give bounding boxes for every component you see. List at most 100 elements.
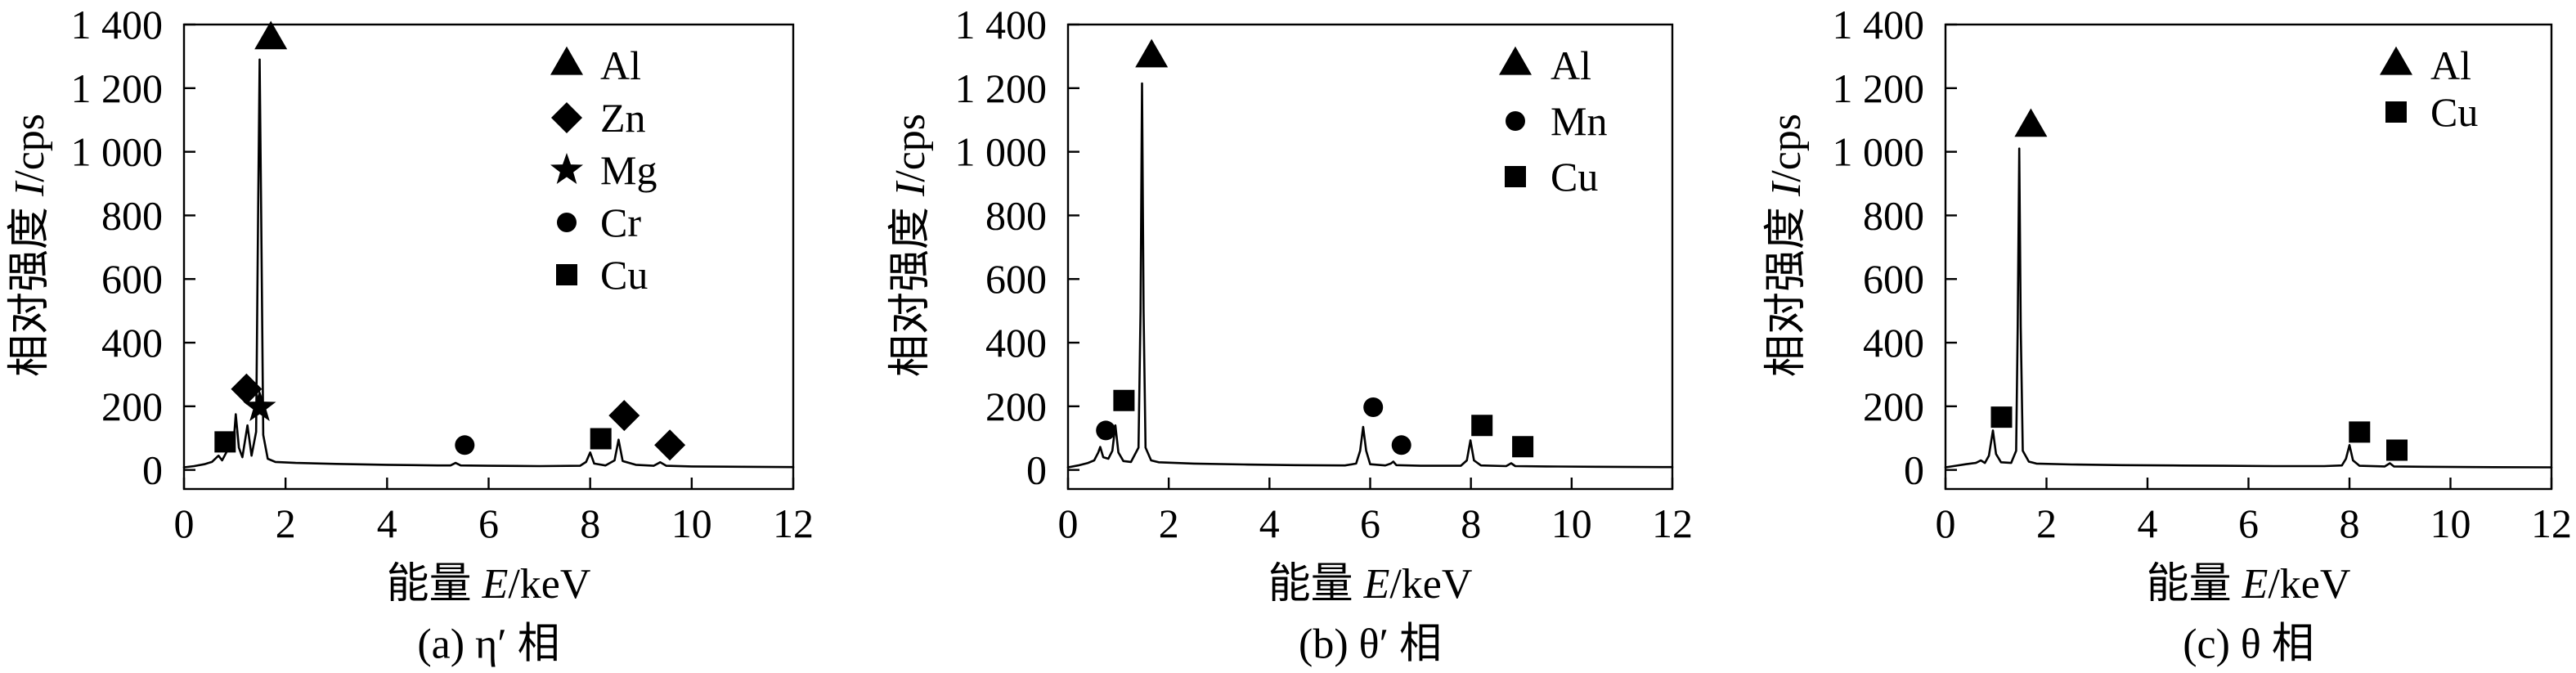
legend-item: Zn (551, 95, 646, 141)
spectrum-panel-b: 0 200 400 600 800 1 000 1 200 1 400 0 2 4 6 8 10 12 Al M… (887, 2, 1694, 668)
x-tick-label: 2 (1159, 500, 1179, 546)
peak-marker-square (590, 428, 612, 450)
y-tick-label: 800 (1863, 192, 1924, 238)
plot-frame (1066, 23, 1674, 491)
y-tick-label: 1 000 (1833, 129, 1925, 175)
peak-marker-circle (455, 435, 475, 455)
legend-label: Zn (600, 95, 646, 141)
x-axis-title: 能量 E/keV (387, 561, 591, 608)
axis-title-text: 相对强度 (1763, 196, 1810, 377)
legend-label: Mn (1551, 98, 1607, 144)
legend-marker-square (1505, 166, 1526, 187)
panel-caption: (b) θ′ 相 (1299, 621, 1442, 668)
peak-marker-square (1113, 389, 1135, 411)
legend-label: Al (2430, 43, 2471, 88)
y-tick-label: 1 000 (71, 129, 164, 175)
legend-marker-square (2385, 101, 2407, 123)
legend-label: Al (1551, 43, 1591, 88)
legend-item: Al (2380, 43, 2471, 88)
y-tick-label: 600 (1863, 256, 1924, 302)
x-tick-label: 0 (1058, 500, 1079, 546)
x-tick-label: 10 (671, 500, 712, 546)
axis-quantity-symbol: I (887, 180, 934, 197)
legend: Al Zn Mg Cr Cu (550, 43, 657, 298)
legend-marker-triangle (1499, 46, 1532, 75)
axis-title-text: 相对强度 (7, 196, 53, 377)
x-tick-label: 4 (2138, 500, 2158, 546)
peak-marker-diamond (654, 429, 686, 461)
panel-caption: (c) θ 相 (2183, 621, 2314, 668)
peak-marker-square (2349, 421, 2371, 443)
x-tick-label: 8 (580, 500, 600, 546)
x-tick-label: 4 (1259, 500, 1280, 546)
axis-quantity-symbol: E (482, 561, 509, 608)
y-tick-label: 1 400 (71, 2, 164, 47)
spectrum-line (182, 58, 795, 469)
x-tick-label: 0 (1936, 500, 1956, 546)
x-tick-label: 4 (377, 500, 397, 546)
peak-marker-triangle (2014, 108, 2048, 137)
axis-title-text: 相对强度 (887, 196, 934, 377)
x-tick-label: 6 (2238, 500, 2259, 546)
axis-title-text: /cps (887, 114, 934, 182)
panel-caption: (a) η′ 相 (417, 621, 559, 668)
x-tick-label: 2 (276, 500, 296, 546)
peak-marker-circle (1096, 420, 1116, 441)
spectrum-panel-c: 0 200 400 600 800 1 000 1 200 1 400 0 2 4 6 8 10 12 AlC… (1763, 2, 2573, 668)
x-tick-label: 0 (174, 500, 195, 546)
x-tick-label: 8 (2340, 500, 2360, 546)
peak-marker-square (1990, 406, 2013, 428)
y-tick-label: 800 (101, 192, 163, 238)
legend-marker-circle (1506, 111, 1525, 131)
axis-quantity-symbol: I (7, 180, 53, 197)
y-tick-label: 200 (101, 384, 163, 429)
y-tick-label: 1 400 (1833, 2, 1925, 47)
x-axis-title: 能量 E/keV (1268, 561, 1473, 608)
peak-marker-square (1512, 436, 1534, 458)
y-tick-label: 1 200 (955, 65, 1048, 111)
legend-label: Cr (600, 200, 641, 245)
y-tick-label: 400 (985, 320, 1047, 366)
legend-label: Mg (600, 147, 657, 193)
y-tick-label: 600 (985, 256, 1047, 302)
legend-item: Al (550, 43, 641, 88)
peak-marker-star (243, 390, 276, 421)
legend-item: Cu (1505, 154, 1598, 200)
peak-marker-circle (1391, 435, 1411, 455)
axis-title-text: /keV (1389, 561, 1472, 608)
legend-label: Al (600, 43, 641, 88)
peak-marker-square (214, 431, 236, 453)
y-axis-title: 相对强度 I/cps (7, 114, 53, 377)
axis-quantity-symbol: I (1763, 180, 1810, 197)
peak-marker-triangle (1135, 38, 1169, 68)
spectrum-line (1944, 147, 2553, 469)
y-tick-label: 0 (1904, 447, 1924, 493)
legend-item: Cu (2385, 89, 2478, 135)
axis-quantity-symbol: E (1363, 561, 1390, 608)
legend-marker-diamond (551, 102, 582, 133)
x-tick-label: 12 (773, 500, 814, 546)
peak-marker-square (2386, 439, 2408, 461)
legend-label: Cu (600, 252, 648, 298)
plot-frame (182, 23, 795, 491)
spectrum-panel-a: 0 200 400 600 800 1 000 1 200 1 400 0 2 4 6 8 10 12 Al Z… (7, 2, 815, 668)
legend-label: Cu (1551, 154, 1598, 200)
y-tick-label: 1 000 (955, 129, 1048, 175)
peak-marker-circle (1363, 397, 1384, 417)
y-tick-label: 200 (985, 384, 1047, 429)
y-tick-label: 600 (101, 256, 163, 302)
legend: Al Mn Cu (1499, 43, 1607, 200)
x-tick-label: 6 (478, 500, 499, 546)
y-tick-label: 200 (1863, 384, 1924, 429)
x-tick-label: 2 (2036, 500, 2057, 546)
peak-marker-diamond (231, 373, 263, 405)
peak-marker-diamond (608, 400, 640, 432)
legend-marker-triangle (550, 46, 583, 75)
axis-title-text: /cps (7, 114, 53, 182)
axis-quantity-symbol: E (2242, 561, 2269, 608)
legend-item: Cu (556, 252, 648, 298)
legend-item: Al (1499, 43, 1591, 88)
legend-item: Mg (550, 147, 657, 193)
